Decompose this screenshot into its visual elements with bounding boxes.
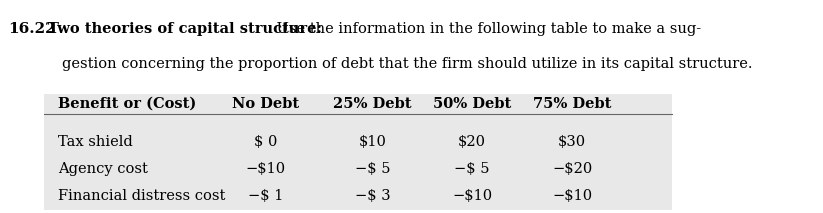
Text: gestion concerning the proportion of debt that the firm should utilize in its ca: gestion concerning the proportion of deb… — [62, 57, 752, 71]
Text: −$ 5: −$ 5 — [355, 162, 390, 176]
Text: No Debt: No Debt — [232, 97, 299, 111]
Text: 16.22: 16.22 — [8, 22, 56, 36]
Text: $30: $30 — [558, 135, 586, 148]
Text: −$ 5: −$ 5 — [454, 162, 490, 176]
Text: $20: $20 — [458, 135, 486, 148]
Text: −$ 1: −$ 1 — [248, 189, 283, 203]
Text: 25% Debt: 25% Debt — [333, 97, 412, 111]
Text: 50% Debt: 50% Debt — [433, 97, 511, 111]
Text: Use the information in the following table to make a sug-: Use the information in the following tab… — [272, 22, 701, 36]
Text: Tax shield: Tax shield — [58, 135, 133, 148]
Text: $ 0: $ 0 — [253, 135, 277, 148]
Text: −$20: −$20 — [552, 162, 593, 176]
Text: Benefit or (Cost): Benefit or (Cost) — [58, 97, 197, 111]
FancyBboxPatch shape — [44, 94, 672, 210]
Text: −$10: −$10 — [552, 189, 592, 203]
Text: Financial distress cost: Financial distress cost — [58, 189, 226, 203]
Text: −$10: −$10 — [452, 189, 492, 203]
Text: 75% Debt: 75% Debt — [532, 97, 611, 111]
Text: Two theories of capital structure:: Two theories of capital structure: — [48, 22, 322, 36]
Text: $10: $10 — [358, 135, 386, 148]
Text: −$ 3: −$ 3 — [355, 189, 390, 203]
Text: Agency cost: Agency cost — [58, 162, 148, 176]
Text: −$10: −$10 — [245, 162, 286, 176]
